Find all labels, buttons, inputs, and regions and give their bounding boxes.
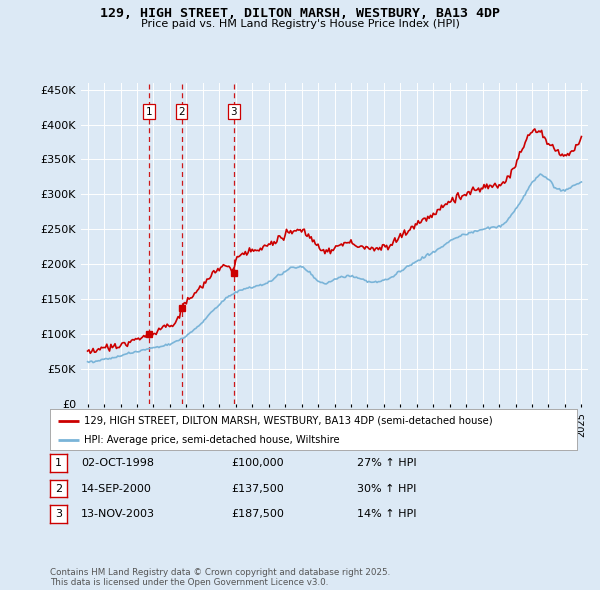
Text: 129, HIGH STREET, DILTON MARSH, WESTBURY, BA13 4DP: 129, HIGH STREET, DILTON MARSH, WESTBURY… xyxy=(100,7,500,20)
Text: 1: 1 xyxy=(146,107,152,117)
Text: 30% ↑ HPI: 30% ↑ HPI xyxy=(357,484,416,493)
Text: £100,000: £100,000 xyxy=(231,458,284,468)
Text: 129, HIGH STREET, DILTON MARSH, WESTBURY, BA13 4DP (semi-detached house): 129, HIGH STREET, DILTON MARSH, WESTBURY… xyxy=(84,416,493,426)
Text: Contains HM Land Registry data © Crown copyright and database right 2025.
This d: Contains HM Land Registry data © Crown c… xyxy=(50,568,390,587)
Text: 1: 1 xyxy=(55,458,62,468)
Text: 14% ↑ HPI: 14% ↑ HPI xyxy=(357,509,416,519)
Text: 14-SEP-2000: 14-SEP-2000 xyxy=(81,484,152,493)
Text: 3: 3 xyxy=(230,107,237,117)
Text: 3: 3 xyxy=(55,509,62,519)
Text: HPI: Average price, semi-detached house, Wiltshire: HPI: Average price, semi-detached house,… xyxy=(84,435,340,444)
Text: £187,500: £187,500 xyxy=(231,509,284,519)
Text: Price paid vs. HM Land Registry's House Price Index (HPI): Price paid vs. HM Land Registry's House … xyxy=(140,19,460,29)
Text: 2: 2 xyxy=(178,107,185,117)
Text: £137,500: £137,500 xyxy=(231,484,284,493)
Text: 02-OCT-1998: 02-OCT-1998 xyxy=(81,458,154,468)
Text: 2: 2 xyxy=(55,484,62,493)
Text: 13-NOV-2003: 13-NOV-2003 xyxy=(81,509,155,519)
Text: 27% ↑ HPI: 27% ↑ HPI xyxy=(357,458,416,468)
